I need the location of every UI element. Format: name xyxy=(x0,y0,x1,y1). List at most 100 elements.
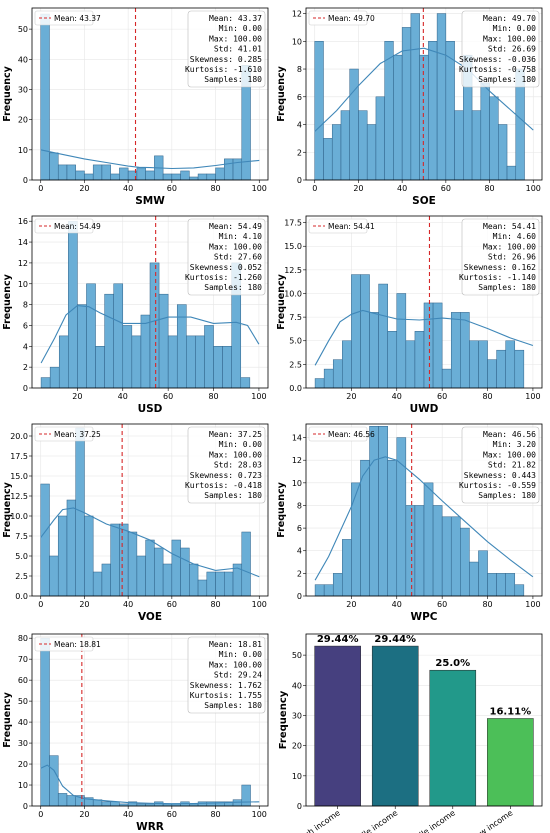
x-tick-label: 60 xyxy=(437,392,447,401)
histogram-bar xyxy=(489,96,499,181)
stats-line: Skewness: -0.036 xyxy=(459,55,536,64)
x-tick-label: 60 xyxy=(437,600,447,609)
y-tick-label: 10.0 xyxy=(10,512,28,521)
histogram-bar xyxy=(393,54,403,181)
histogram-bar xyxy=(122,325,133,389)
y-tick-label: 7.5 xyxy=(15,532,28,541)
stats-line: Samples: 180 xyxy=(204,75,262,84)
x-tick-label: 80 xyxy=(482,600,492,609)
histogram-bar xyxy=(428,41,438,181)
x-tick-label: 0 xyxy=(38,184,43,193)
y-tick-label: 8 xyxy=(297,65,302,74)
histogram-bar xyxy=(450,312,461,389)
y-tick-label: 5.0 xyxy=(289,337,302,346)
x-tick-label: 40 xyxy=(392,392,402,401)
stats-line: Mean: 49.70 xyxy=(483,14,536,23)
histogram-bar xyxy=(369,426,379,597)
stats-box-frame xyxy=(187,636,266,714)
y-tick-label: 40 xyxy=(292,681,302,690)
y-tick-label: 50 xyxy=(292,651,302,660)
x-axis-label: VOE xyxy=(138,611,162,623)
histogram-bar xyxy=(454,110,464,181)
x-tick-label: 20 xyxy=(79,184,89,193)
y-tick-label: 8 xyxy=(297,501,302,510)
histogram-bar xyxy=(387,459,398,597)
histogram-bar xyxy=(140,314,151,389)
histogram-panel-wrr: 0 20 40 60 80 100 0 10 20 30 40 50 60 70 80 WRR Frequenc… xyxy=(2,633,269,833)
histogram-bar xyxy=(505,340,516,389)
plot-frame xyxy=(31,215,269,389)
histogram-bar xyxy=(460,527,470,597)
y-axis-label: Frequency xyxy=(278,690,289,749)
stats-line: Samples: 180 xyxy=(478,491,536,500)
y-axis-label: Frequency xyxy=(276,273,287,329)
stats-line: Max: 100.00 xyxy=(209,34,262,43)
histogram-bar xyxy=(101,563,111,597)
histogram-bar xyxy=(224,158,234,181)
histogram-bar xyxy=(384,41,394,181)
x-tick-label: 80 xyxy=(208,392,218,401)
histogram-bar xyxy=(514,584,525,597)
histogram-bar xyxy=(222,346,232,389)
histogram-bar xyxy=(414,331,425,389)
histogram-bar xyxy=(323,584,334,597)
histogram-bar xyxy=(314,584,325,597)
histogram-bar xyxy=(240,377,251,389)
histogram-bar xyxy=(332,573,343,597)
histogram-bar xyxy=(113,283,124,389)
histogram-bar xyxy=(149,262,160,389)
stats-box-frame xyxy=(461,218,540,296)
stats-line: Std: 29.24 xyxy=(214,671,262,680)
histogram-bar xyxy=(145,170,155,181)
income-bar xyxy=(487,718,534,807)
stats-line: Samples: 180 xyxy=(204,491,262,500)
histogram-bar xyxy=(197,173,208,181)
x-tick-label: 100 xyxy=(251,392,266,401)
plot-frame xyxy=(31,423,269,597)
y-tick-label: 30 xyxy=(18,85,28,94)
histogram-bar xyxy=(496,349,506,389)
histogram-bar xyxy=(180,547,190,597)
histogram-bar xyxy=(213,346,223,389)
stats-line: Max: 100.00 xyxy=(483,242,536,251)
legend-label: Mean: 49.70 xyxy=(328,14,375,23)
y-axis-label: Frequency xyxy=(2,273,13,329)
histogram-bar xyxy=(92,164,103,181)
histogram-bar xyxy=(127,531,138,597)
stats-line: Max: 100.00 xyxy=(209,242,262,251)
x-tick-label: 40 xyxy=(397,184,407,193)
histogram-bar xyxy=(66,164,76,181)
legend: Mean: 37.25 xyxy=(34,426,101,442)
legend-label: Mean: 37.25 xyxy=(54,430,101,439)
x-tick-label: 100 xyxy=(525,392,540,401)
stats-box-frame xyxy=(461,10,540,88)
histogram-bar xyxy=(469,340,479,389)
histogram-bar xyxy=(158,293,169,389)
x-tick-label: 100 xyxy=(526,184,541,193)
histogram-bar xyxy=(66,499,76,597)
histogram-panel-uwd: 20 40 60 80 100 0.0 2.5 5.0 7.5 10.0 12.5 15.0 17.5 U… xyxy=(276,215,543,415)
x-tick-label: 0 xyxy=(312,184,317,193)
x-tick-label: 0 xyxy=(38,810,43,819)
y-tick-label: 10 xyxy=(292,479,302,488)
legend: Mean: 54.49 xyxy=(34,218,101,234)
y-tick-label: 2 xyxy=(297,569,302,578)
histogram-bar xyxy=(197,801,208,807)
histogram-bar xyxy=(369,312,379,389)
y-tick-label: 10 xyxy=(18,280,28,289)
kde-curve xyxy=(40,305,260,364)
histogram-bar xyxy=(40,377,51,389)
y-tick-label: 4 xyxy=(297,547,302,556)
histogram-bar xyxy=(84,173,94,181)
histogram-bar xyxy=(180,170,190,181)
plot-frame xyxy=(305,215,543,389)
legend-label: Mean: 54.49 xyxy=(54,222,101,231)
y-tick-label: 2.5 xyxy=(15,572,28,581)
histogram-bar xyxy=(206,173,216,181)
histogram-bar xyxy=(84,515,94,597)
y-tick-label: 20 xyxy=(292,742,302,751)
